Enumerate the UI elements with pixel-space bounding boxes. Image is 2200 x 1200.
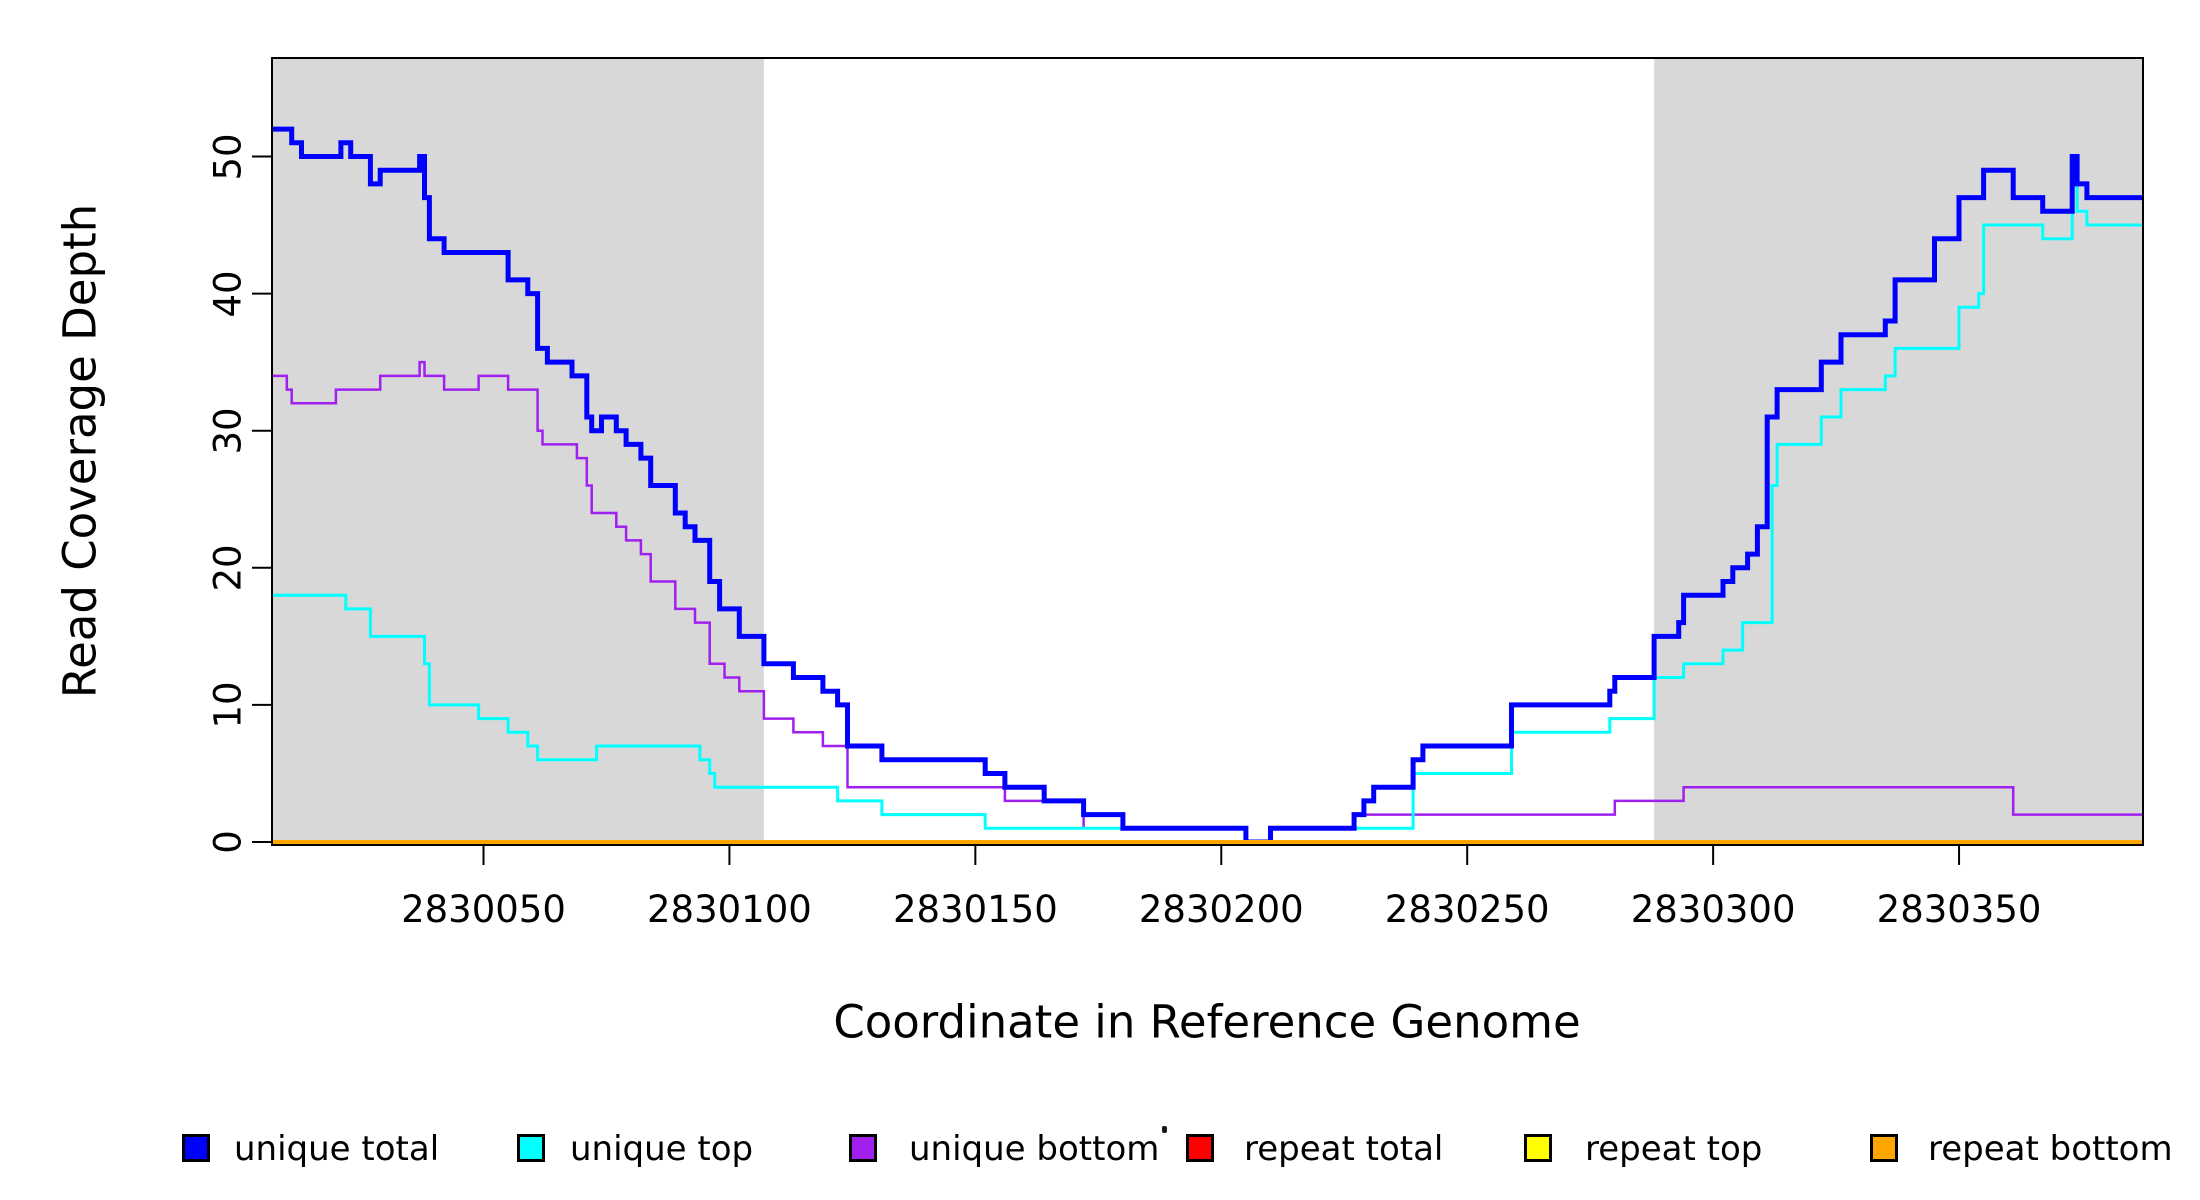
legend-label-repeat-bottom: repeat bottom — [1928, 1129, 2173, 1169]
x-tick-label: 2830200 — [1138, 888, 1304, 931]
y-tick-label: 20 — [206, 544, 250, 592]
x-tick-label: 2830150 — [892, 888, 1058, 931]
y-axis-title: Read Coverage Depth — [53, 203, 107, 699]
legend-stray-dot — [1162, 1126, 1167, 1133]
legend-swatch-repeat-bottom — [1870, 1134, 1898, 1162]
x-tick-label: 2830250 — [1384, 888, 1550, 931]
plot-box — [271, 57, 2144, 846]
right-gray-band — [1654, 58, 2143, 845]
legend-label-unique-total: unique total — [234, 1129, 440, 1169]
y-tick-label: 0 — [206, 830, 250, 854]
legend-label-repeat-top: repeat top — [1585, 1129, 1763, 1169]
y-tick-label: 40 — [206, 270, 250, 318]
y-tick-label: 50 — [206, 132, 250, 181]
x-axis-title: Coordinate in Reference Genome — [833, 995, 1581, 1049]
x-tick-label: 2830350 — [1876, 888, 2042, 931]
legend-swatch-repeat-top — [1524, 1134, 1552, 1162]
legend-swatch-unique-bottom — [849, 1134, 877, 1162]
left-gray-band — [272, 58, 764, 845]
legend-label-unique-bottom: unique bottom — [909, 1129, 1160, 1169]
y-tick-label: 30 — [206, 407, 250, 455]
legend-swatch-repeat-total — [1186, 1134, 1214, 1162]
x-tick-label: 2830050 — [401, 888, 566, 931]
legend-swatch-unique-total — [182, 1134, 210, 1162]
series-line-unique-top — [272, 182, 2143, 844]
legend-swatch-unique-top — [517, 1134, 545, 1162]
y-tick-label: 10 — [206, 681, 250, 729]
x-tick-label: 2830100 — [647, 888, 812, 931]
x-tick-label: 2830300 — [1630, 888, 1796, 931]
legend-label-repeat-total: repeat total — [1244, 1129, 1444, 1169]
series-line-unique-total — [272, 126, 2143, 845]
legend-label-unique-top: unique top — [570, 1129, 754, 1169]
